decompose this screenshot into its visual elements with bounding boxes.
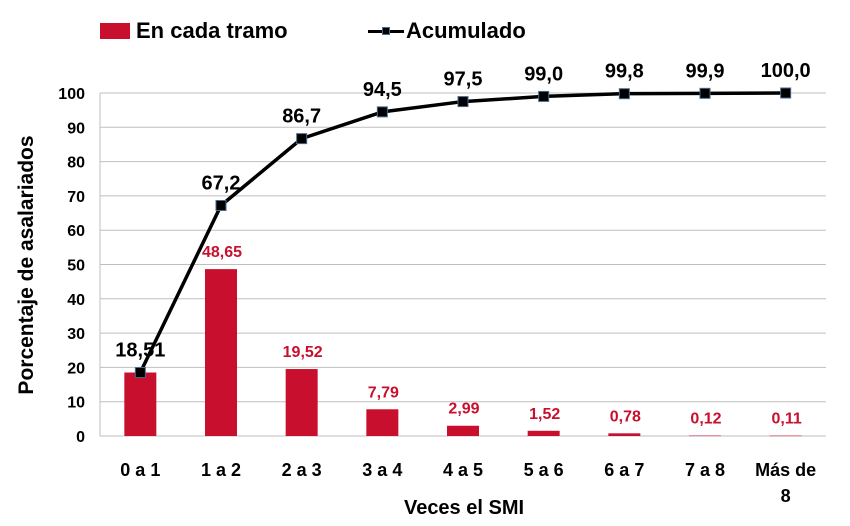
x-axis-label: Veces el SMI: [404, 497, 524, 519]
line-data-label: 18,51: [115, 340, 165, 362]
y-tick-label: 40: [67, 292, 85, 309]
line-data-label: 86,7: [282, 106, 321, 128]
legend-swatch-line: [368, 23, 404, 39]
line-data-label: 99,9: [686, 60, 725, 82]
line-marker: [618, 88, 630, 100]
y-axis: 0 10 20 30 40 50 60 70 80 90 100: [58, 86, 101, 446]
line-path: [138, 91, 786, 374]
line-marker: [538, 90, 550, 102]
bar: [366, 409, 399, 436]
y-tick-label: 20: [67, 360, 85, 377]
line-marker: [780, 87, 792, 99]
x-tick-label: 5 a 6: [524, 460, 564, 480]
bar-data-label: 2,99: [448, 401, 479, 418]
bar: [608, 433, 641, 436]
line-data-label: 99,8: [605, 61, 644, 83]
line-marker: [215, 200, 227, 212]
bar: [124, 372, 157, 436]
y-tick-label: 30: [67, 326, 85, 343]
legend-label-line: Acumulado: [406, 18, 526, 43]
line-marker: [457, 96, 469, 108]
legend-item-bar: En cada tramo: [100, 16, 288, 46]
x-tick-label: Más de 8: [755, 460, 816, 506]
x-tick-label: 2 a 3: [282, 460, 322, 480]
x-tick-label: 0 a 1: [120, 460, 160, 480]
x-axis: 0 a 1 1 a 2 2 a 3 3 a 4 4 a 5 5 a 6 6 a 7 7 a 8…: [120, 460, 816, 506]
bar-series: [124, 269, 802, 437]
bar: [205, 269, 237, 436]
line-marker: [699, 87, 711, 99]
line-data-label: 99,0: [524, 63, 563, 85]
line-marker: [134, 367, 146, 379]
legend-swatch-bar: [100, 23, 130, 39]
bar: [527, 430, 560, 436]
x-tick-label: 3 a 4: [362, 460, 402, 480]
bar-data-label: 0,12: [690, 411, 721, 428]
x-tick-label: 1 a 2: [201, 460, 241, 480]
bar-data-label: 0,11: [772, 411, 802, 428]
y-tick-label: 0: [76, 429, 85, 446]
y-tick-label: 80: [67, 155, 85, 172]
line-marker: [376, 106, 388, 118]
bar-data-labels: 48,65 19,52 7,79 2,99 1,52 0,78 0,12 0,11: [202, 244, 802, 427]
x-tick-label: 4 a 5: [443, 460, 483, 480]
line-data-label: 94,5: [363, 79, 402, 101]
bar-data-label: 48,65: [202, 244, 242, 261]
line-marker: [296, 133, 308, 145]
legend-label-bar: En cada tramo: [136, 18, 288, 43]
line-data-label: 97,5: [444, 69, 483, 91]
x-tick-label: 6 a 7: [604, 460, 644, 480]
bar: [285, 369, 318, 436]
y-tick-label: 90: [67, 120, 85, 137]
line-series: [134, 87, 792, 379]
bar-data-label: 0,78: [610, 408, 641, 425]
bar-data-label: 1,52: [529, 406, 560, 423]
y-tick-label: 50: [67, 258, 85, 275]
x-tick-label: 7 a 8: [685, 460, 725, 480]
bar-data-label: 7,79: [368, 384, 399, 401]
y-tick-label: 10: [67, 395, 85, 412]
bar: [689, 435, 721, 437]
y-axis-label: Porcentaje de asalariados: [15, 135, 38, 394]
y-tick-label: 70: [67, 189, 85, 206]
legend-item-line: Acumulado: [368, 16, 526, 46]
y-tick-label: 60: [67, 223, 85, 240]
bar: [769, 435, 802, 437]
y-tick-label: 100: [58, 86, 85, 103]
line-data-labels: 18,51 67,2 86,7 94,5 97,5 99,0 99,8 99,9 100,0: [115, 60, 810, 362]
line-data-label: 67,2: [202, 173, 241, 195]
line-data-label: 100,0: [761, 60, 811, 82]
bar-data-label: 19,52: [283, 344, 323, 361]
bar: [447, 425, 479, 436]
